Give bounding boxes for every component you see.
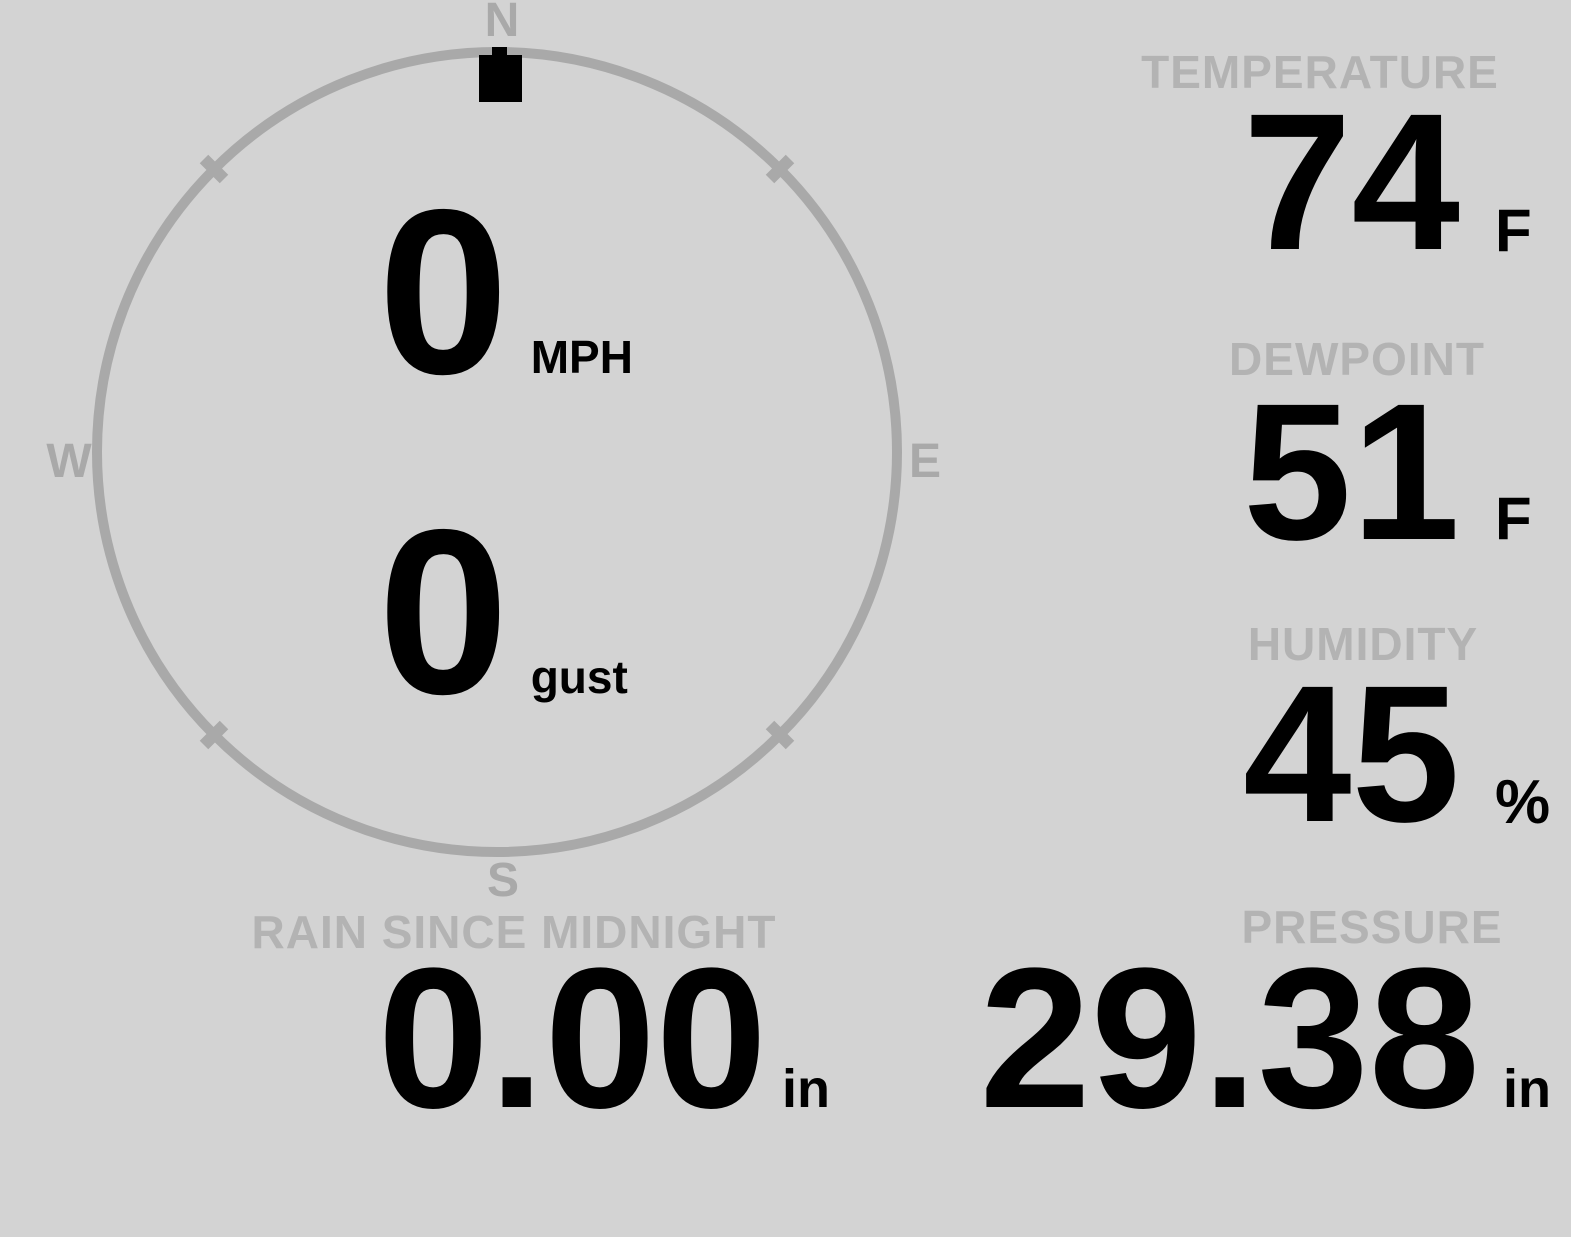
temperature-heading: TEMPERATURE <box>1141 46 1499 98</box>
rain-value: 0.00 <box>377 927 767 1150</box>
wind-gust: 0 gust <box>378 494 628 729</box>
dewpoint-value: 51 <box>1243 363 1460 581</box>
humidity-heading: HUMIDITY <box>1247 618 1479 670</box>
humidity-unit: % <box>1495 768 1551 837</box>
wind-speed-unit: MPH <box>530 331 633 383</box>
wind-speed-value: 0 <box>378 160 509 423</box>
pressure-heading: PRESSURE <box>1241 901 1503 953</box>
compass-label-west: W <box>46 435 92 488</box>
pressure-unit: in <box>1503 1059 1551 1119</box>
wind-direction-marker <box>479 47 522 102</box>
pressure-value: 29.38 <box>979 927 1481 1150</box>
dewpoint-unit: F <box>1495 485 1532 552</box>
humidity-value: 45 <box>1243 645 1460 863</box>
compass-label-north: N <box>484 0 520 47</box>
compass-label-south: S <box>486 854 520 907</box>
temperature-value: 74 <box>1243 73 1460 291</box>
temperature-unit: F <box>1495 197 1532 264</box>
rain-heading: RAIN SINCE MIDNIGHT <box>251 906 777 958</box>
compass-tick-se <box>765 720 795 750</box>
dewpoint-heading: DEWPOINT <box>1229 333 1485 385</box>
wind-speed: 0 MPH <box>378 174 633 409</box>
rain-unit: in <box>782 1059 830 1119</box>
compass-tick-nw <box>199 154 229 184</box>
compass-tick-ne <box>765 154 795 184</box>
wind-compass <box>92 47 902 857</box>
compass-tick-sw <box>199 720 229 750</box>
wind-gust-unit: gust <box>530 651 628 703</box>
compass-label-east: E <box>908 435 942 488</box>
wind-gust-value: 0 <box>378 480 509 743</box>
